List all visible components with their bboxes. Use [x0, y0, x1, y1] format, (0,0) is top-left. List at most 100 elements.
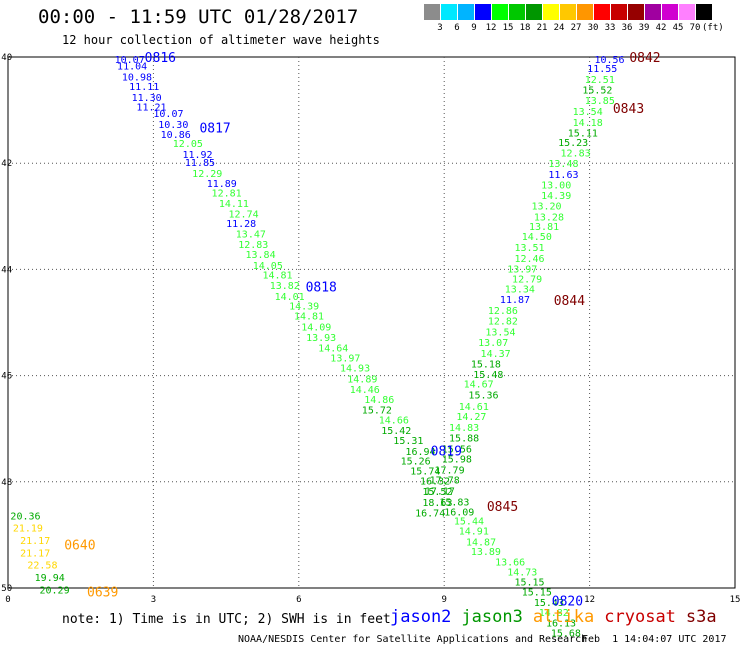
satellite-s3a: s3a: [685, 607, 717, 627]
wave-height-label: 22.58: [27, 561, 57, 572]
wave-height-label: 12.83: [561, 149, 591, 160]
wave-height-label: 13.47: [236, 229, 266, 240]
credit-text: NOAA/NESDIS Center for Satellite Applica…: [238, 634, 588, 645]
x-tick-label: 9: [441, 595, 446, 605]
color-swatch-label: 12: [485, 23, 497, 33]
wave-height-label: 14.81: [262, 271, 292, 282]
color-swatch: [594, 4, 610, 20]
wave-height-label: 16.09: [444, 508, 474, 519]
wave-height-label: 15.23: [558, 138, 588, 149]
color-swatch: [424, 4, 440, 20]
x-tick-label: 3: [151, 595, 156, 605]
wave-height-label: 12.81: [212, 188, 242, 199]
x-tick-label: 12: [584, 595, 595, 605]
wave-height-label: 15.48: [473, 370, 503, 381]
color-swatch: [441, 4, 457, 20]
wave-height-label: 14.87: [466, 537, 496, 548]
wave-height-label: 16.13: [546, 619, 576, 630]
wave-height-label: 13.48: [548, 159, 578, 170]
y-tick-label: -48: [0, 478, 12, 488]
wave-height-label: 11.21: [136, 102, 166, 113]
wave-height-label: 11.89: [207, 179, 237, 190]
wave-height-label: 15.18: [471, 359, 501, 370]
color-swatch-label: 9: [471, 23, 477, 33]
pass-time-label: 0639: [87, 586, 118, 601]
wave-height-label: 14.91: [459, 527, 489, 538]
wave-height-label: 11.28: [226, 219, 256, 230]
wave-height-labels: 10.0711.0410.9811.1111.3011.2110.0710.30…: [10, 55, 624, 639]
wave-height-label: 21.17: [20, 548, 50, 559]
wave-height-label: 13.51: [514, 243, 544, 254]
x-tick-label: 0: [5, 595, 10, 605]
wave-height-label: 13.81: [529, 222, 559, 233]
wave-height-label: 12.79: [512, 274, 542, 285]
wave-height-label: 11.87: [500, 295, 530, 306]
wave-height-label: 13.54: [573, 107, 603, 118]
color-swatch: [475, 4, 491, 20]
wave-height-label: 14.37: [481, 349, 511, 360]
wave-height-label: 12.46: [514, 254, 544, 265]
wave-height-label: 10.98: [122, 73, 152, 84]
wave-height-label: 15.31: [393, 436, 423, 447]
color-swatch-label: 24: [553, 23, 565, 33]
pass-time-label: 0819: [431, 444, 462, 459]
wave-height-label: 14.27: [456, 412, 486, 423]
wave-height-label: 10.30: [158, 120, 188, 131]
wave-height-label: 15.74: [410, 467, 440, 478]
wave-height-label: 12.51: [585, 75, 615, 86]
wave-height-label: 14.61: [459, 402, 489, 413]
wave-height-label: 11.85: [185, 158, 215, 169]
color-swatch-label: 30: [587, 23, 599, 33]
pass-time-labels: 0816 0817 0818 0819 0820 0842 0843 0844 0845 0640…: [64, 51, 660, 610]
color-swatch: [611, 4, 627, 20]
wave-height-label: 13.00: [541, 180, 571, 191]
wave-height-label: 15.42: [381, 426, 411, 437]
wave-height-label: 14.39: [541, 191, 571, 202]
wave-height-label: 11.30: [132, 93, 162, 104]
wave-height-label: 11.11: [129, 82, 159, 93]
pass-time-label: 0816: [145, 51, 176, 66]
wave-height-label: 13.28: [534, 212, 564, 223]
wave-height-label: 11.04: [117, 61, 147, 72]
credit-date: Feb 1 14:04:07 UTC 2017: [582, 634, 727, 645]
wave-height-label: 20.36: [10, 511, 40, 522]
wave-height-label: 17.78: [430, 476, 460, 487]
wave-height-label: 15.36: [468, 391, 498, 402]
color-swatch-label: 6: [454, 23, 460, 33]
wave-height-label: 12.82: [488, 316, 518, 327]
y-tick-label: -46: [0, 372, 12, 382]
color-swatch-label: 45: [672, 23, 684, 33]
pass-time-label: 0640: [64, 538, 95, 553]
satellite-cryosat: cryosat: [604, 607, 676, 627]
axis-ticks: 0 3 6 9 12 15 -40 -42 -44 -46 -48 -50: [0, 53, 740, 605]
wave-height-label: 15.11: [568, 128, 598, 139]
wave-height-label: 14.73: [507, 568, 537, 579]
color-swatch: [458, 4, 474, 20]
page-subtitle: 12 hour collection of altimeter wave hei…: [62, 33, 380, 47]
wave-height-label: 15.88: [449, 434, 479, 445]
wave-height-label: 11.92: [182, 150, 212, 161]
wave-height-label: 13.54: [485, 328, 515, 339]
wave-height-label: 13.85: [585, 96, 615, 107]
wave-height-label: 10.07: [153, 109, 183, 120]
plot-frame: [7, 56, 736, 589]
wave-height-label: 16.32: [420, 477, 450, 488]
page-title: 00:00 - 11:59 UTC 01/28/2017: [38, 6, 359, 28]
wave-height-label: 10.56: [594, 55, 624, 66]
color-swatch-label: 3: [437, 23, 443, 33]
y-tick-label: -44: [0, 265, 12, 275]
satellite-legend: jason2 jason3 altika cryosat s3a: [390, 607, 727, 627]
pass-time-label: 0842: [629, 51, 660, 66]
wave-height-label: 15.56: [442, 444, 472, 455]
wave-height-label: 13.66: [495, 557, 525, 568]
wave-height-label: 10.07: [115, 55, 145, 66]
color-swatch: [526, 4, 542, 20]
color-swatch: [645, 4, 661, 20]
wave-height-label: 16.74: [415, 509, 445, 520]
wave-height-label: 14.86: [364, 395, 394, 406]
wave-height-label: 14.64: [318, 343, 348, 354]
wave-height-label: 15.44: [454, 517, 484, 528]
wave-height-label: 10.86: [161, 130, 191, 141]
pass-time-label: 0845: [487, 500, 518, 515]
